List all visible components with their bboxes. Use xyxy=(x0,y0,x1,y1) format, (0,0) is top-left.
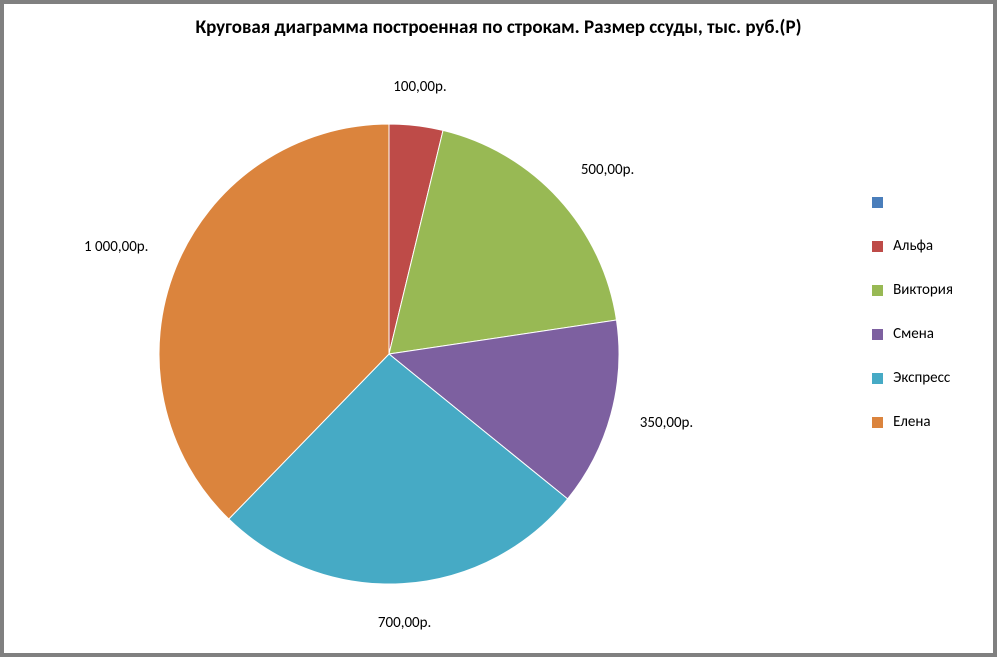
legend-item: Экспресс xyxy=(872,365,953,391)
legend-label: Альфа xyxy=(893,237,933,255)
legend-item: Елена xyxy=(872,409,953,435)
pie-svg xyxy=(4,74,774,634)
legend-item: Альфа xyxy=(872,233,953,259)
legend-swatch xyxy=(872,329,883,340)
pie-data-label: 350,00р. xyxy=(640,414,693,432)
pie-data-label: 500,00р. xyxy=(581,161,634,179)
legend-item: Смена xyxy=(872,321,953,347)
legend-label: Виктория xyxy=(893,281,953,299)
chart-plot: 100,00р. 500,00р. 350,00р. 700,00р. 1 000,00… xyxy=(4,74,774,634)
legend-swatch xyxy=(872,373,883,384)
legend-swatch xyxy=(872,417,883,428)
chart-title: Круговая диаграмма построенная по строка… xyxy=(4,16,993,40)
pie-data-label: 700,00р. xyxy=(378,614,431,632)
chart-frame: Круговая диаграмма построенная по строка… xyxy=(0,0,997,657)
legend-item: Виктория xyxy=(872,277,953,303)
legend-swatch xyxy=(872,197,883,208)
legend-label: Экспресс xyxy=(893,369,950,387)
pie-data-label: 100,00р. xyxy=(393,78,446,96)
legend-label: Смена xyxy=(893,325,934,343)
legend-swatch xyxy=(872,285,883,296)
pie-data-label: 1 000,00р. xyxy=(84,238,148,256)
legend-item xyxy=(872,189,953,215)
chart-legend: Альфа Виктория Смена Экспресс Елена xyxy=(872,189,953,453)
legend-swatch xyxy=(872,241,883,252)
legend-label: Елена xyxy=(893,413,930,431)
